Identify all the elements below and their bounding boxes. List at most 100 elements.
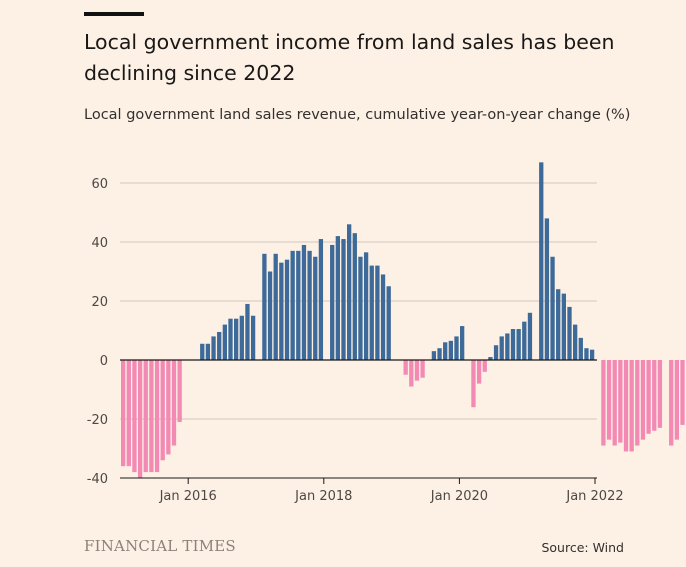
bar — [629, 360, 634, 452]
bar — [363, 252, 369, 360]
y-tick-label: 0 — [100, 354, 108, 369]
bar — [561, 293, 566, 361]
bar — [126, 360, 131, 467]
bar — [301, 244, 307, 360]
bar — [171, 360, 177, 446]
bar — [121, 360, 126, 467]
bar — [640, 360, 646, 440]
bar — [132, 360, 137, 473]
bar — [493, 345, 499, 360]
bar — [205, 343, 211, 360]
bar — [222, 324, 227, 360]
bar — [262, 253, 267, 360]
bar — [380, 274, 386, 360]
bar — [149, 360, 154, 473]
bar — [499, 336, 504, 360]
bar — [601, 360, 606, 446]
bar — [646, 360, 651, 434]
bar — [618, 360, 623, 443]
bar — [454, 336, 459, 360]
bar — [307, 250, 312, 360]
bar — [137, 360, 143, 478]
bar — [482, 360, 487, 372]
bar — [606, 360, 612, 440]
bar — [177, 360, 182, 422]
bar — [437, 348, 442, 360]
bar — [516, 329, 521, 360]
bar — [573, 324, 578, 360]
bar — [335, 236, 340, 360]
bar — [290, 250, 295, 360]
bar — [409, 360, 414, 387]
bar — [443, 342, 448, 360]
bar — [347, 224, 352, 360]
bar — [352, 233, 357, 360]
bar — [522, 321, 527, 360]
bar — [510, 329, 516, 360]
x-tick-label: Jan 2016 — [159, 489, 217, 504]
x-tick-label: Jan 2020 — [430, 489, 488, 504]
bar — [284, 259, 290, 360]
bar — [273, 253, 278, 360]
bar — [375, 265, 380, 360]
bar — [211, 336, 216, 360]
bar — [250, 315, 256, 360]
bar — [341, 239, 346, 360]
bar — [431, 351, 437, 360]
bar — [556, 289, 561, 360]
bar — [674, 360, 679, 440]
bar — [488, 357, 493, 360]
bar — [228, 318, 233, 360]
bar — [652, 360, 657, 431]
bar — [279, 262, 284, 360]
y-tick-label: 60 — [91, 177, 108, 192]
axes: 60 40 20 0 -20 -40 Jan 2016 Jan 2018 Jan 2020 Jan… — [87, 177, 624, 504]
bar — [245, 303, 250, 360]
bar — [239, 315, 244, 360]
bar — [420, 360, 425, 378]
bar — [330, 244, 335, 360]
ft-header-bar — [84, 12, 144, 16]
bar — [612, 360, 617, 446]
bar — [403, 360, 408, 375]
bar — [460, 326, 465, 360]
bar — [234, 318, 239, 360]
bar — [567, 306, 572, 360]
x-tick-label: Jan 2018 — [294, 489, 352, 504]
bar — [414, 360, 420, 381]
bar — [578, 337, 583, 361]
bar — [369, 265, 374, 360]
bar — [143, 360, 148, 473]
bar — [669, 360, 674, 446]
bar — [623, 360, 629, 452]
bar — [544, 218, 550, 360]
bar — [680, 360, 685, 425]
bar — [539, 162, 544, 360]
bar-chart: 60 40 20 0 -20 -40 Jan 2016 Jan 2018 Jan 2020 Jan… — [87, 162, 685, 504]
bar — [550, 256, 555, 360]
source-note: Source: Wind — [541, 540, 624, 555]
bar — [358, 256, 363, 360]
bar — [505, 333, 510, 360]
chart-subtitle: Local government land sales revenue, cum… — [84, 107, 631, 123]
bar — [386, 286, 391, 360]
bar — [589, 349, 595, 361]
chart-title: Local government income from land sales … — [84, 30, 615, 85]
bar — [267, 271, 273, 360]
bar — [527, 312, 533, 360]
bar — [296, 250, 301, 360]
financial-times-logo: FINANCIAL TIMES — [84, 537, 236, 555]
bar — [635, 360, 640, 446]
bar — [448, 340, 453, 360]
bar — [584, 348, 589, 360]
bar — [657, 360, 663, 428]
bar — [476, 360, 482, 384]
y-tick-label: -40 — [87, 472, 108, 487]
bar — [160, 360, 165, 461]
bar — [313, 256, 318, 360]
y-tick-label: 20 — [91, 295, 108, 310]
bar — [471, 360, 476, 408]
bar — [166, 360, 171, 455]
bar — [217, 331, 222, 361]
y-tick-label: -20 — [87, 413, 108, 428]
